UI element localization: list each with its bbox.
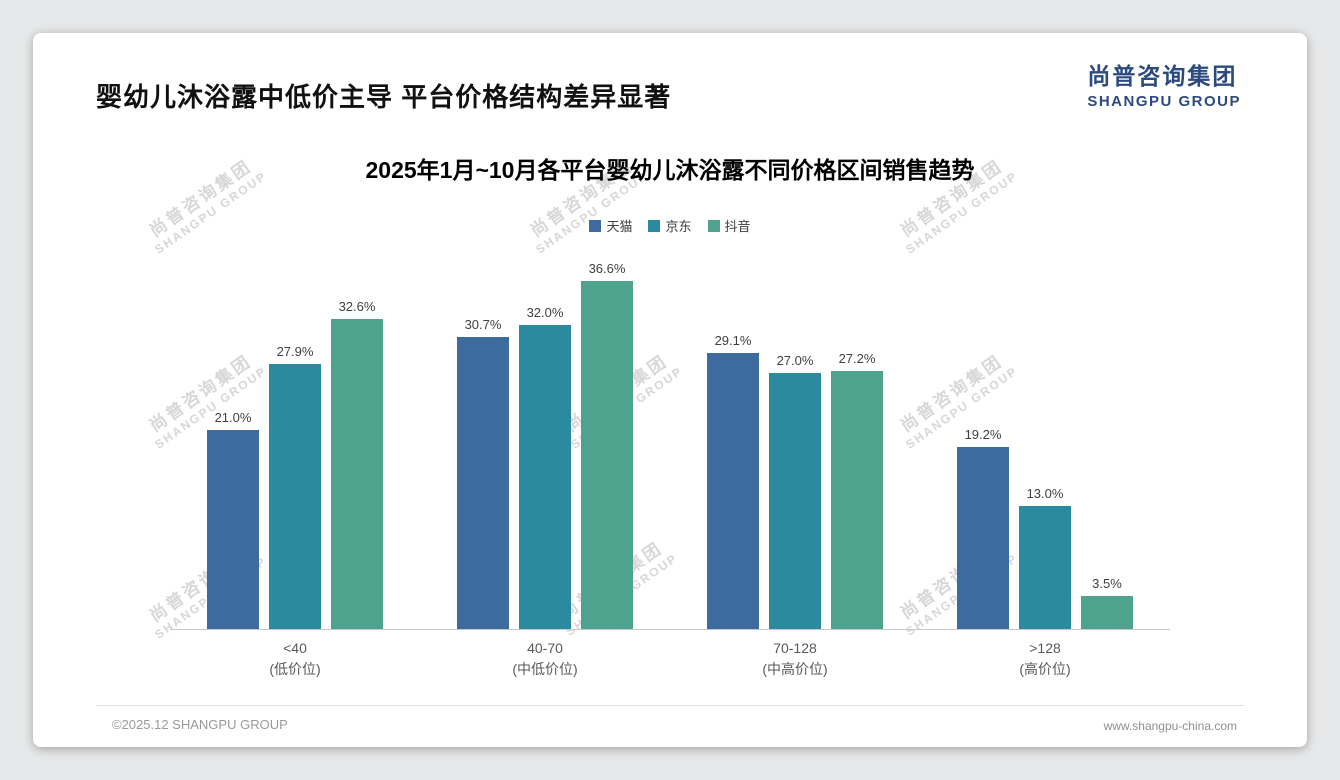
bar-value-label: 27.9% — [276, 343, 314, 359]
legend-item: 京东 — [648, 216, 692, 235]
legend-item: 天猫 — [589, 216, 632, 235]
legend-swatch — [648, 219, 661, 232]
bar-京东 — [1019, 505, 1071, 629]
bar-抖音 — [581, 281, 633, 629]
bar-group: 29.1% 27.0% 27.2% 70-128 (中高价位) — [707, 333, 883, 677]
chart-legend: 天猫 京东 抖音 — [33, 216, 1307, 235]
legend-swatch — [589, 219, 602, 232]
bar-wrap: 13.0% — [1019, 485, 1071, 629]
chart-title: 2025年1月~10月各平台婴幼儿沐浴露不同价格区间销售趋势 — [365, 157, 975, 183]
footer-divider — [96, 705, 1244, 706]
bar-value-label: 32.0% — [526, 305, 564, 320]
bar-wrap: 36.6% — [581, 261, 633, 629]
website-url: www.shangpu-china.com — [1103, 719, 1237, 733]
legend-label: 抖音 — [724, 219, 751, 234]
bar-wrap: 21.0% — [207, 409, 259, 629]
bar-value-label: 13.0% — [1026, 485, 1064, 501]
bar-value-label: 36.6% — [588, 261, 626, 277]
slide-card: 尚普咨询集团 SHANGPU GROUP 尚普咨询集团 SHANGPU GROUP 尚普… — [33, 33, 1307, 747]
x-axis-label: <40 (低价位) — [269, 640, 321, 677]
bar-抖音 — [831, 370, 883, 629]
bar-value-label: 27.0% — [776, 352, 814, 368]
bar-value-label: 19.2% — [964, 426, 1002, 442]
company-logo-en: SHANGPU GROUP — [1087, 93, 1241, 110]
bar-value-label: 32.6% — [338, 299, 376, 315]
bar-天猫 — [457, 337, 509, 629]
bar-wrap: 3.5% — [1081, 576, 1133, 629]
legend-label: 京东 — [665, 219, 692, 234]
bar-天猫 — [707, 352, 759, 629]
x-axis-label: >128 (高价位) — [1019, 640, 1071, 677]
bar-wrap: 32.0% — [519, 305, 571, 629]
bar-京东 — [269, 363, 321, 629]
bar-value-label: 3.5% — [1092, 575, 1122, 591]
bar-wrap: 27.0% — [769, 352, 821, 629]
bar-value-label: 21.0% — [214, 409, 252, 425]
bar-天猫 — [207, 429, 259, 629]
bar-group: 21.0% 27.9% 32.6% <40 (低价位) — [207, 299, 383, 677]
bar-wrap: 19.2% — [957, 427, 1009, 629]
bar-京东 — [519, 325, 571, 629]
bar-wrap: 30.7% — [457, 317, 509, 629]
legend-item: 抖音 — [707, 216, 751, 235]
bar-group: 19.2% 13.0% 3.5% >128 (高价位) — [957, 427, 1133, 677]
bar-wrap: 32.6% — [331, 299, 383, 629]
x-axis-label: 40-70 (中低价位) — [512, 640, 578, 677]
company-logo: 尚普咨询集团 SHANGPU GROUP — [1087, 57, 1241, 110]
copyright-text: ©2025.12 SHANGPU GROUP — [112, 717, 288, 732]
bar-value-label: 27.2% — [838, 350, 876, 366]
bar-京东 — [769, 372, 821, 629]
x-axis-label: 70-128 (中高价位) — [762, 640, 828, 677]
page-title: 婴幼儿沐浴露中低价主导 平台价格结构差异显著 — [96, 82, 672, 112]
legend-swatch — [707, 219, 720, 232]
bar-抖音 — [1081, 595, 1133, 629]
bar-wrap: 27.2% — [831, 351, 883, 629]
bar-抖音 — [331, 319, 383, 629]
company-logo-cn: 尚普咨询集团 — [1087, 63, 1238, 89]
bar-group: 30.7% 32.0% 36.6% 40-70 (中低价位) — [457, 261, 633, 677]
bar-wrap: 29.1% — [707, 333, 759, 629]
bar-value-label: 30.7% — [464, 317, 502, 333]
legend-label: 天猫 — [606, 219, 633, 234]
bar-value-label: 29.1% — [714, 332, 752, 348]
bar-wrap: 27.9% — [269, 344, 321, 629]
bar-chart: 21.0% 27.9% 32.6% <40 (低价位) 30.7% 32.0% 36.6% 40… — [170, 261, 1170, 677]
bar-天猫 — [957, 446, 1009, 629]
